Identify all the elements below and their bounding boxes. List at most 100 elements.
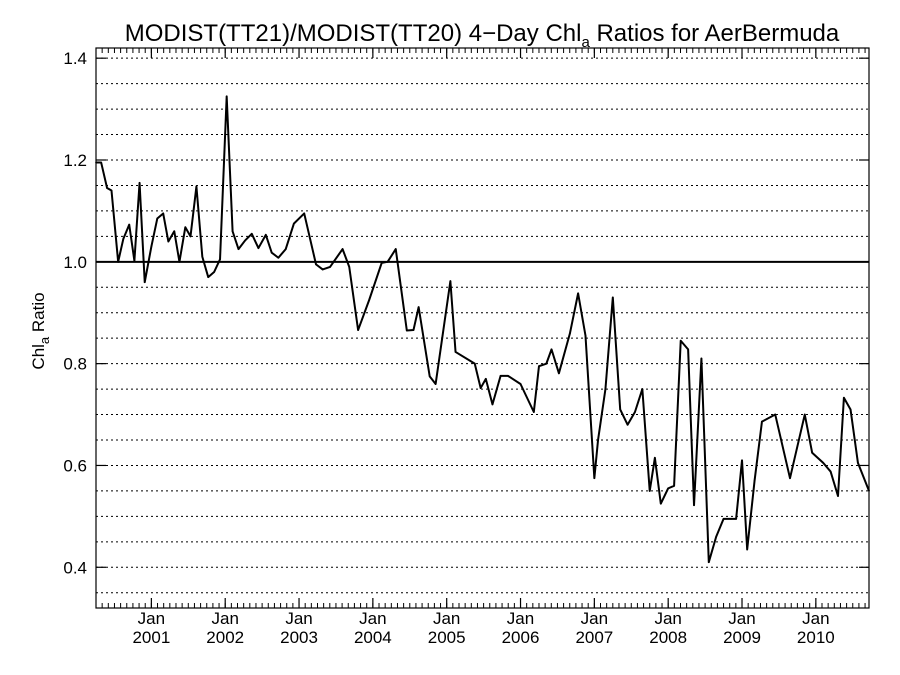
data-point [449,280,452,282]
data-point [167,240,170,243]
data-point [150,245,153,248]
data-point [303,212,306,215]
data-point [244,239,246,242]
data-point [106,187,108,189]
data-point [207,276,210,278]
x-tick-year-label: 2008 [649,628,687,647]
data-point [178,261,181,263]
data-point [667,487,669,490]
data-point [597,439,599,441]
data-point [700,357,703,360]
data-point [533,411,535,413]
data-point [284,248,287,250]
data-point [485,378,487,380]
data-point [491,403,494,406]
data-point [679,339,682,342]
data-point [231,230,234,233]
data-point [189,235,192,238]
data-point [237,248,240,250]
data-point [265,234,267,236]
data-point [257,247,260,249]
data-point [715,535,717,538]
chart-title-main: MODIST(TT21)/MODIST(TT20) 4−Day Chl [125,20,582,47]
data-point [803,413,806,416]
x-tick-month-label: Jan [728,609,755,628]
data-point [569,332,571,334]
data-point [687,348,689,351]
data-point [250,233,253,235]
x-tick-year-label: 2005 [428,628,466,647]
data-point [545,362,548,365]
x-tick-year-label: 2009 [723,628,761,647]
data-point [558,372,560,375]
data-point [428,375,431,378]
data-point [634,411,636,413]
plot-frame [95,47,870,609]
y-axis-label-end: Ratio [29,292,48,336]
x-tick-month-label: Jan [433,609,460,628]
data-point [654,457,656,459]
data-point [201,255,204,258]
x-tick-month-label: Jan [654,609,681,628]
series-layer [95,95,870,564]
data-point [434,383,437,385]
x-tick-month-label: Jan [211,609,238,628]
tick-layer [95,48,869,608]
y-axis-label-main: Chl [29,344,48,370]
data-point [138,182,141,184]
data-point [641,388,644,390]
x-tick-month-label: Jan [507,609,534,628]
x-tick-year-label: 2007 [575,628,613,647]
data-point [173,230,176,233]
data-point [329,266,331,268]
data-point [507,375,509,377]
data-point [746,548,748,551]
data-point [348,266,351,268]
data-point [735,518,737,520]
x-tick-month-label: Jan [285,609,312,628]
y-tick-label: 1.4 [63,49,87,68]
series-line [96,95,870,564]
data-point [849,408,852,411]
data-point [789,477,791,479]
data-point [829,470,832,473]
data-point [133,260,136,262]
data-point [619,408,621,411]
y-axis-label-subscript: a [37,336,52,344]
data-point [162,212,164,215]
data-point [412,329,415,331]
y-tick-label: 1.2 [63,151,87,170]
data-point [822,462,825,464]
y-tick-label: 0.8 [63,355,87,374]
data-point [386,261,389,263]
data-point [550,348,553,351]
data-point [454,351,457,353]
data-point [270,251,273,254]
data-point [837,495,839,497]
data-point [184,226,187,228]
data-point [857,462,859,464]
data-point [761,420,763,423]
data-point [417,306,420,308]
data-point [368,299,370,301]
data-point [406,329,408,332]
data-point [693,504,695,506]
y-tick-label: 1.0 [63,253,87,272]
data-point [315,263,317,266]
data-point [394,248,397,250]
data-point [277,256,280,259]
data-point [673,485,675,487]
x-tick-month-label: Jan [359,609,386,628]
data-point [519,383,522,385]
data-point [128,223,131,226]
data-point [593,477,596,479]
x-tick-year-label: 2010 [797,628,835,647]
data-point [612,296,614,299]
data-point [479,387,482,389]
data-point [341,248,344,250]
chart-title-end: Ratios for AerBermuda [590,20,840,47]
y-axis-label: Chla Ratio [29,292,52,369]
label-layer: 0.40.60.81.01.21.4Jan2001Jan2002Jan2003J… [63,49,834,647]
data-point [604,388,607,390]
data-point [774,413,777,416]
